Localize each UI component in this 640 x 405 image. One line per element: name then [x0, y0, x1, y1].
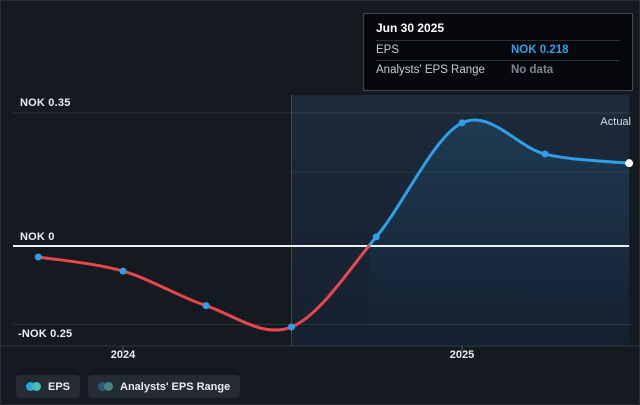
- y-tick-label-0: NOK 0: [20, 231, 55, 243]
- eps-blue-dot-icon: [26, 382, 35, 391]
- legend-chip-analysts-eps-range[interactable]: Analysts' EPS Range: [88, 375, 241, 398]
- legend-chip-eps[interactable]: EPS: [16, 375, 81, 398]
- x-tick-label-2025: 2025: [449, 349, 475, 361]
- tooltip: Jun 30 2025 EPS NOK 0.218 Analysts' EPS …: [363, 13, 633, 91]
- eps-point[interactable]: [287, 323, 295, 331]
- eps-dots-icon: [26, 382, 41, 391]
- range-blue-dot-icon: [98, 382, 108, 391]
- tooltip-eps-value: NOK 0.218: [511, 44, 569, 56]
- eps-point[interactable]: [202, 302, 210, 310]
- eps-line-negative: [36, 243, 370, 332]
- tooltip-range-value: No data: [511, 64, 554, 76]
- range-dots-icon: [98, 382, 114, 391]
- eps-point-current[interactable]: [625, 159, 634, 168]
- y-tick-label-035: NOK 0.35: [20, 97, 71, 109]
- eps-point[interactable]: [119, 267, 127, 275]
- tooltip-range-label: Analysts' EPS Range: [376, 64, 485, 76]
- eps-line-positive: [369, 118, 631, 249]
- eps-point[interactable]: [541, 150, 549, 158]
- tooltip-row-eps: EPS NOK 0.218: [376, 41, 620, 61]
- eps-point[interactable]: [34, 253, 42, 261]
- eps-point[interactable]: [372, 233, 380, 241]
- tooltip-eps-label: EPS: [376, 44, 400, 56]
- legend-eps-label: EPS: [48, 380, 71, 393]
- range-teal-dot-icon: [104, 382, 114, 391]
- x-tick-label-2024: 2024: [110, 349, 136, 361]
- y-tick-label-neg025: -NOK 0.25: [18, 328, 73, 340]
- tooltip-date: Jun 30 2025: [376, 19, 620, 41]
- legend-range-label: Analysts' EPS Range: [120, 380, 231, 393]
- legend: EPS Analysts' EPS Range: [16, 375, 241, 398]
- eps-teal-dot-icon: [32, 382, 41, 391]
- actual-region-label: Actual: [600, 116, 631, 128]
- tooltip-row-eps-range: Analysts' EPS Range No data: [376, 61, 620, 80]
- eps-point[interactable]: [458, 119, 466, 127]
